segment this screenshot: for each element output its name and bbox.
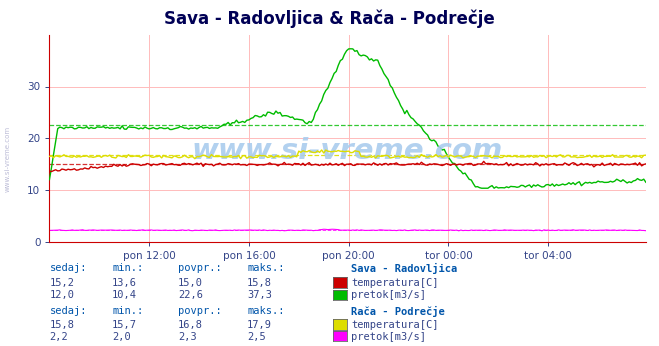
Text: povpr.:: povpr.: (178, 263, 221, 273)
Text: min.:: min.: (112, 263, 143, 273)
Text: Rača - Podrečje: Rača - Podrečje (351, 306, 445, 317)
Text: 2,5: 2,5 (247, 332, 266, 342)
Text: 37,3: 37,3 (247, 290, 272, 300)
Text: 15,0: 15,0 (178, 278, 203, 288)
Text: 17,9: 17,9 (247, 320, 272, 329)
Text: maks.:: maks.: (247, 307, 285, 316)
Text: 10,4: 10,4 (112, 290, 137, 300)
Text: 15,2: 15,2 (49, 278, 74, 288)
Text: 12,0: 12,0 (49, 290, 74, 300)
Text: 22,6: 22,6 (178, 290, 203, 300)
Text: pretok[m3/s]: pretok[m3/s] (351, 290, 426, 300)
Text: Sava - Radovljica & Rača - Podrečje: Sava - Radovljica & Rača - Podrečje (164, 10, 495, 28)
Text: 13,6: 13,6 (112, 278, 137, 288)
Text: 15,7: 15,7 (112, 320, 137, 329)
Text: Sava - Radovljica: Sava - Radovljica (351, 263, 457, 274)
Text: 2,3: 2,3 (178, 332, 196, 342)
Text: 2,0: 2,0 (112, 332, 130, 342)
Text: sedaj:: sedaj: (49, 263, 87, 273)
Text: temperatura[C]: temperatura[C] (351, 320, 439, 329)
Text: pretok[m3/s]: pretok[m3/s] (351, 332, 426, 342)
Text: sedaj:: sedaj: (49, 307, 87, 316)
Text: www.si-vreme.com: www.si-vreme.com (192, 137, 503, 165)
Text: 16,8: 16,8 (178, 320, 203, 329)
Text: maks.:: maks.: (247, 263, 285, 273)
Text: 15,8: 15,8 (49, 320, 74, 329)
Text: 2,2: 2,2 (49, 332, 68, 342)
Text: min.:: min.: (112, 307, 143, 316)
Text: www.si-vreme.com: www.si-vreme.com (5, 126, 11, 192)
Text: 15,8: 15,8 (247, 278, 272, 288)
Text: temperatura[C]: temperatura[C] (351, 278, 439, 288)
Text: povpr.:: povpr.: (178, 307, 221, 316)
